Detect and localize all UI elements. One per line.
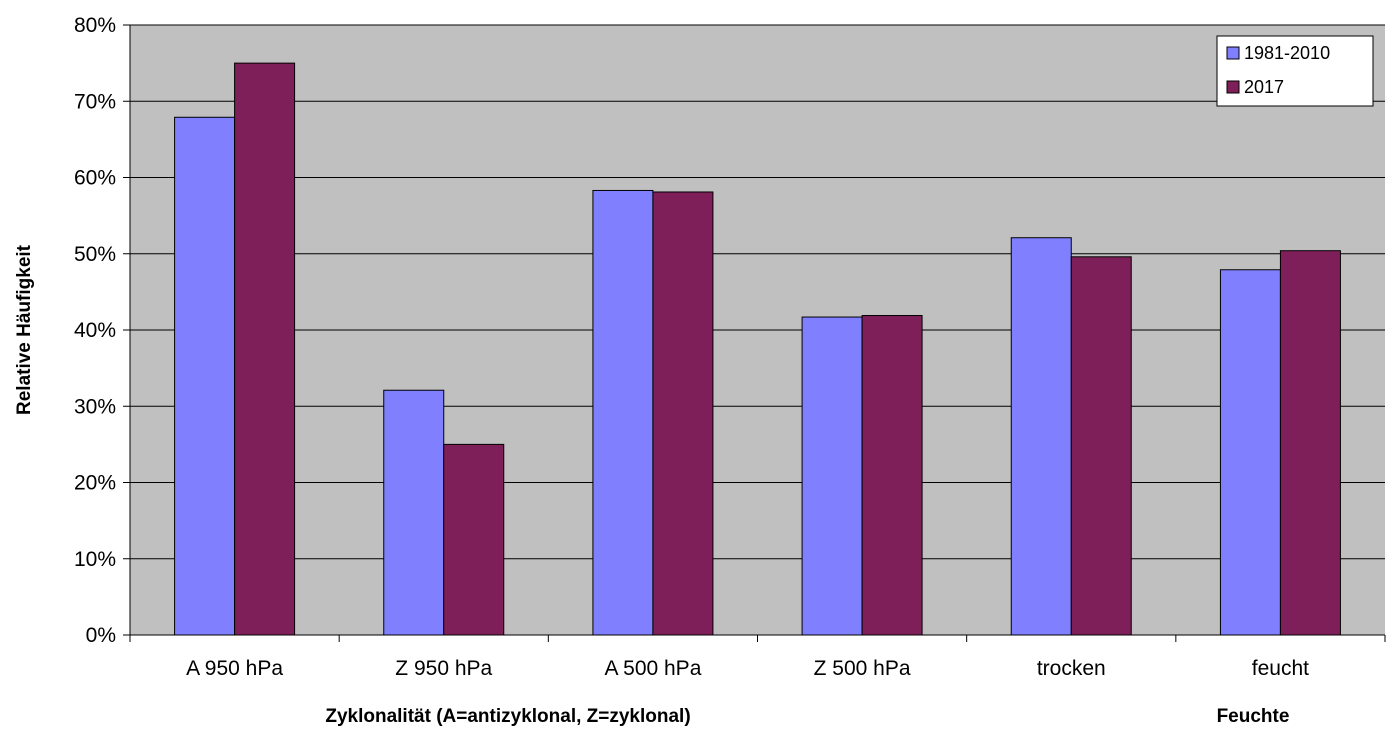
x-tick-label: trocken (1037, 657, 1106, 680)
y-tick-label: 80% (74, 14, 116, 37)
bar-1981-2010-A-500-hPa (592, 189, 654, 636)
x-tick-label: feucht (1252, 657, 1309, 680)
gridlines (130, 24, 1385, 560)
y-tick-label: 30% (74, 395, 116, 418)
x-group-label-humidity: Feuchte (1217, 706, 1290, 727)
y-tick-label: 50% (74, 243, 116, 266)
bar-2017-A-500-hPa (652, 191, 714, 636)
y-tick-label: 10% (74, 548, 116, 571)
y-tick-label: 70% (74, 90, 116, 113)
x-tick-label: A 950 hPa (186, 657, 283, 680)
legend-swatch-2017 (1226, 80, 1240, 94)
bar-2017-feucht (1279, 250, 1341, 636)
y-tick-labels: 0% 10% 20% 30% 40% 50% 60% 70% 80% (74, 14, 116, 647)
bar-1981-2010-Z-500-hPa (801, 316, 863, 636)
bars (174, 62, 1341, 636)
bar-2017-Z-500-hPa (861, 315, 923, 636)
bar-2017-A-950-hPa (234, 62, 296, 636)
bar-2017-Z-950-hPa (443, 443, 505, 636)
bar-1981-2010-feucht (1219, 269, 1281, 636)
legend: 1981-2010 2017 (1216, 35, 1374, 107)
y-tick-label: 0% (86, 624, 116, 647)
y-tick-label: 60% (74, 167, 116, 190)
x-tick-labels: A 950 hPa Z 950 hPa A 500 hPa Z 500 hPa troc… (186, 657, 1309, 680)
legend-swatch-1981-2010 (1226, 46, 1240, 60)
legend-label-2017: 2017 (1244, 77, 1284, 97)
bar-1981-2010-A-950-hPa (174, 116, 236, 636)
x-tick-label: A 500 hPa (604, 657, 701, 680)
x-tick-label: Z 950 hPa (395, 657, 492, 680)
x-tick-label: Z 500 hPa (814, 657, 911, 680)
legend-label-1981-2010: 1981-2010 (1244, 43, 1330, 63)
legend-box (1216, 35, 1374, 107)
y-tick-label: 40% (74, 319, 116, 342)
axes (123, 24, 1386, 642)
bar-1981-2010-trocken (1010, 237, 1072, 636)
x-group-label-cyclonality: Zyklonalität (A=antizyklonal, Z=zyklonal… (325, 706, 690, 727)
y-tick-label: 20% (74, 472, 116, 495)
y-axis-title: Relative Häufigkeit (14, 244, 35, 415)
bar-1981-2010-Z-950-hPa (383, 389, 445, 636)
bar-2017-trocken (1070, 256, 1132, 636)
